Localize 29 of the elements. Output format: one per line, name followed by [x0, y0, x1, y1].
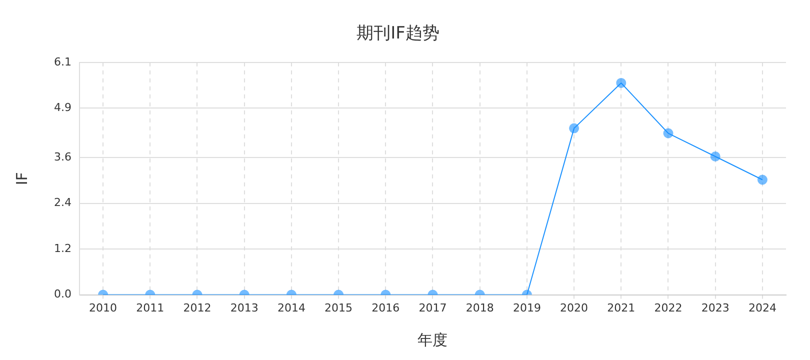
point: [757, 174, 768, 185]
x-tick-label: 2019: [512, 301, 541, 314]
x-tick-label: 2021: [607, 301, 636, 314]
point: [663, 128, 674, 138]
x-tick-label: 2016: [372, 301, 400, 314]
x-tick-label: 2012: [183, 301, 212, 314]
x-tick-label: 2017: [418, 301, 447, 314]
x-tick-label: 2010: [89, 301, 118, 314]
x-tick-label: 2013: [230, 301, 258, 314]
y-tick-label: 4.9: [54, 100, 72, 114]
point: [710, 152, 720, 162]
x-tick-label: 2015: [324, 301, 353, 314]
y-tick-label: 3.6: [54, 150, 72, 164]
x-tick-label: 2022: [654, 301, 682, 314]
x-axis-title: 年度: [418, 330, 448, 349]
x-tick-label: 2020: [560, 301, 588, 314]
point: [616, 78, 626, 88]
y-tick-label: 2.4: [54, 196, 72, 210]
chart-title: 期刊IF趋势: [356, 24, 440, 44]
x-tick-label: 2024: [748, 301, 776, 314]
x-tick-label: 2011: [136, 301, 164, 314]
y-tick-label: 1.2: [54, 242, 72, 255]
x-tick-label: 2014: [277, 301, 306, 314]
y-tick-label: 0.0: [54, 288, 72, 301]
y-tick-label: 6.1: [54, 55, 72, 68]
x-tick-label: 2023: [701, 301, 730, 314]
y-axis-title: IF: [12, 172, 31, 186]
x-tick-label: 2018: [466, 301, 494, 314]
point: [569, 123, 580, 134]
